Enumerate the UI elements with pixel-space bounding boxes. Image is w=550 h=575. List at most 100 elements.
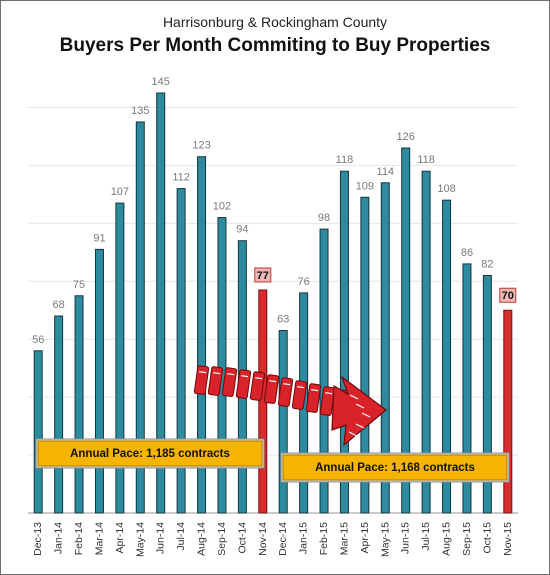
value-label: 145 <box>152 76 170 88</box>
value-label: 76 <box>298 276 310 288</box>
arrow-stripe <box>241 375 249 378</box>
x-tick-labels: Dec-13 Jan-14 Feb-14 Mar-14 Apr-14 May-14 Jun-… <box>32 522 514 557</box>
x-tick-label: Jun-14 <box>155 522 167 554</box>
bar <box>319 228 329 514</box>
value-label: 107 <box>111 186 129 198</box>
value-label: 75 <box>73 279 85 291</box>
x-tick-label: Apr-15 <box>359 522 371 554</box>
bar <box>197 156 207 514</box>
chart-subtitle: Harrisonburg & Rockingham County <box>162 14 388 30</box>
x-tick-label: Oct-14 <box>236 522 248 554</box>
bar <box>421 170 431 514</box>
value-label: 94 <box>236 224 248 236</box>
arrow-stripe <box>199 371 207 374</box>
annotation-box <box>37 440 263 467</box>
x-tick-label: Mar-15 <box>338 522 350 555</box>
value-label: 82 <box>481 258 493 270</box>
value-label: 68 <box>53 299 65 311</box>
value-label: 118 <box>417 154 435 166</box>
annotation-text: Annual Pace: 1,185 contracts <box>70 448 230 460</box>
value-label: 77 <box>257 270 269 282</box>
trend-arrow-icon <box>193 365 387 447</box>
x-tick-label: Jun-15 <box>400 522 412 554</box>
arrow-stripe <box>348 431 358 437</box>
arrow-stripe <box>355 403 365 409</box>
x-tick-label: May-15 <box>379 522 391 557</box>
bar <box>94 248 104 514</box>
x-tick-label: Aug-14 <box>196 522 208 556</box>
arrow-head <box>331 375 387 447</box>
x-tick-label: Dec-14 <box>277 522 289 556</box>
bar <box>115 202 125 514</box>
arrow-stripe <box>213 372 221 375</box>
x-tick-label: Nov-14 <box>257 522 269 556</box>
bar <box>176 188 186 514</box>
arrow-stripe <box>297 386 305 389</box>
x-tick-label: Apr-14 <box>114 522 126 554</box>
x-tick-label: Sep-14 <box>216 522 228 556</box>
value-label: 108 <box>437 183 455 195</box>
arrow-stripe <box>349 394 359 400</box>
arrow-stripe <box>269 380 277 383</box>
x-tick-label: Feb-14 <box>73 522 85 555</box>
x-tick-label: Jul-14 <box>175 522 187 551</box>
x-tick-label: Feb-15 <box>318 522 330 555</box>
arrow-stripe <box>311 389 319 392</box>
x-tick-label: Dec-13 <box>32 522 44 556</box>
bar-highlighted <box>503 309 513 514</box>
value-label: 63 <box>277 314 289 326</box>
arrow-stripe <box>227 373 235 376</box>
value-label-box <box>254 267 272 283</box>
value-label: 114 <box>377 166 395 178</box>
bar <box>33 350 43 514</box>
bar <box>156 92 166 514</box>
bar <box>278 330 288 514</box>
value-label: 91 <box>93 232 105 244</box>
bar <box>360 196 370 514</box>
x-tick-label: May-14 <box>134 522 146 557</box>
x-tick-label: Aug-15 <box>441 522 453 556</box>
annotation-box <box>282 454 508 481</box>
annotation-text: Annual Pace: 1,168 contracts <box>315 462 475 474</box>
chart-title: Buyers Per Month Commiting to Buy Proper… <box>59 35 491 56</box>
arrow-stripe <box>283 383 291 386</box>
bar <box>462 263 472 514</box>
annual-pace-annotations: Annual Pace: 1,185 contracts Annual Pace:… <box>35 438 510 483</box>
value-label: 56 <box>32 334 44 346</box>
bar <box>482 274 492 514</box>
bar <box>54 315 64 514</box>
value-label: 118 <box>336 154 354 166</box>
arrow-segment <box>305 383 322 413</box>
x-tick-label: Nov-15 <box>502 522 514 556</box>
arrow-stripe <box>325 392 333 395</box>
value-label: 135 <box>131 105 149 117</box>
x-tick-label: Jan-15 <box>298 522 310 554</box>
value-label: 86 <box>461 247 473 259</box>
x-tick-label: Jan-14 <box>53 522 65 554</box>
value-label: 102 <box>213 201 231 213</box>
arrow-segment <box>193 365 210 395</box>
bar <box>401 147 411 514</box>
value-label: 126 <box>397 131 415 143</box>
x-tick-label: Sep-15 <box>461 522 473 556</box>
value-label: 123 <box>192 140 210 152</box>
x-tick-label: Oct-15 <box>481 522 493 554</box>
bar <box>339 170 349 514</box>
x-tick-label: Jul-15 <box>420 522 432 551</box>
arrow-stripe <box>355 423 365 429</box>
value-labels: 5668759110713514511212310294776376981181… <box>32 76 517 346</box>
bar <box>442 199 452 514</box>
value-label: 109 <box>356 180 374 192</box>
arrow-stripe <box>255 377 263 380</box>
value-label: 112 <box>172 172 190 184</box>
value-label-box <box>499 287 517 303</box>
value-label: 70 <box>502 290 514 302</box>
bar <box>135 121 145 514</box>
bar <box>380 182 390 514</box>
bar <box>217 217 227 514</box>
value-label: 98 <box>318 212 330 224</box>
bar <box>74 295 84 514</box>
x-tick-label: Mar-14 <box>93 522 105 555</box>
arrow-stripe <box>361 412 371 418</box>
